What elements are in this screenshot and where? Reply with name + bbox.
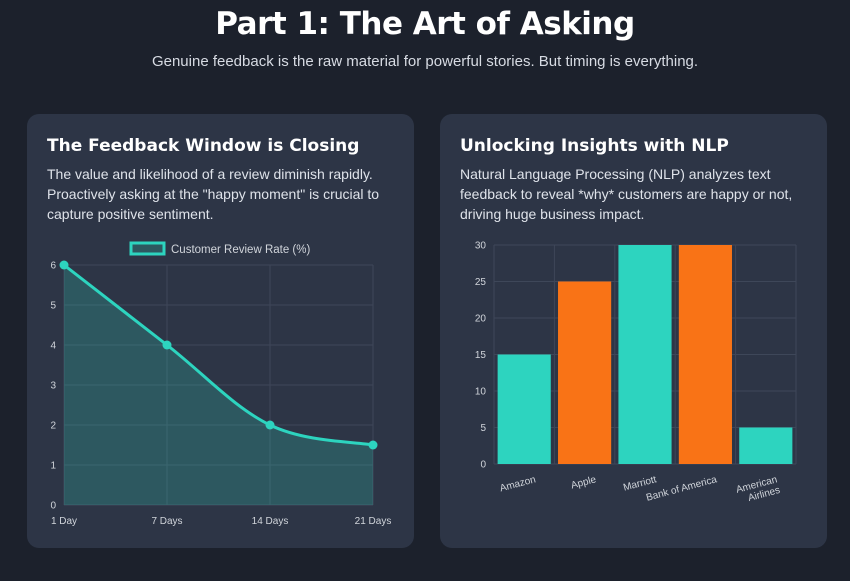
- feedback-window-card: The Feedback Window is Closing The value…: [27, 114, 414, 548]
- legend-label: Customer Review Rate (%): [171, 244, 310, 256]
- y-tick-label: 4: [50, 341, 56, 352]
- x-tick-label: Amazon: [499, 474, 537, 494]
- bar: [497, 354, 551, 464]
- y-tick-label: 5: [50, 301, 56, 312]
- bar: [558, 281, 612, 464]
- page-title: Part 1: The Art of Asking: [215, 6, 635, 42]
- y-tick-label: 10: [475, 387, 487, 398]
- y-tick-label: 0: [480, 460, 486, 471]
- x-tick-label: 14 Days: [252, 516, 289, 527]
- y-tick-label: 30: [475, 241, 487, 252]
- legend-swatch: [129, 241, 166, 256]
- card-title: The Feedback Window is Closing: [47, 136, 360, 156]
- y-tick-label: 5: [480, 423, 486, 434]
- series-line: [63, 263, 374, 447]
- x-tick-label: 1 Day: [51, 516, 77, 527]
- nlp-insights-card: Unlocking Insights with NLP Natural Lang…: [440, 114, 827, 548]
- data-point: [162, 340, 172, 350]
- x-tick-label: 7 Days: [151, 516, 182, 527]
- y-tick-label: 20: [475, 314, 487, 325]
- card-title: Unlocking Insights with NLP: [460, 136, 729, 156]
- y-tick-label: 15: [475, 350, 487, 361]
- data-point: [368, 440, 378, 450]
- y-tick-label: 3: [50, 381, 56, 392]
- y-tick-label: 6: [50, 261, 56, 272]
- x-tick-label: AmericanAirlines: [735, 474, 782, 506]
- y-tick-label: 1: [50, 461, 56, 472]
- x-tick-label: Apple: [570, 474, 598, 491]
- series-area: [64, 265, 373, 505]
- bar: [678, 245, 732, 464]
- bar: [618, 245, 672, 464]
- y-tick-label: 2: [50, 421, 56, 432]
- data-point: [59, 260, 69, 270]
- bar: [739, 427, 793, 464]
- data-point: [265, 420, 275, 430]
- card-description: Natural Language Processing (NLP) analyz…: [460, 166, 793, 222]
- page-subtitle: Genuine feedback is the raw material for…: [151, 53, 699, 70]
- card-description: The value and likelihood of a review dim…: [47, 166, 380, 222]
- y-tick-label: 0: [50, 501, 56, 512]
- review-rate-line-chart: 0 1 2 3 4 5 6 1 Day 7 Days 14 Days 21 Days Customer…: [50, 241, 392, 527]
- y-tick-label: 25: [475, 277, 487, 288]
- x-tick-label: 21 Days: [355, 516, 392, 527]
